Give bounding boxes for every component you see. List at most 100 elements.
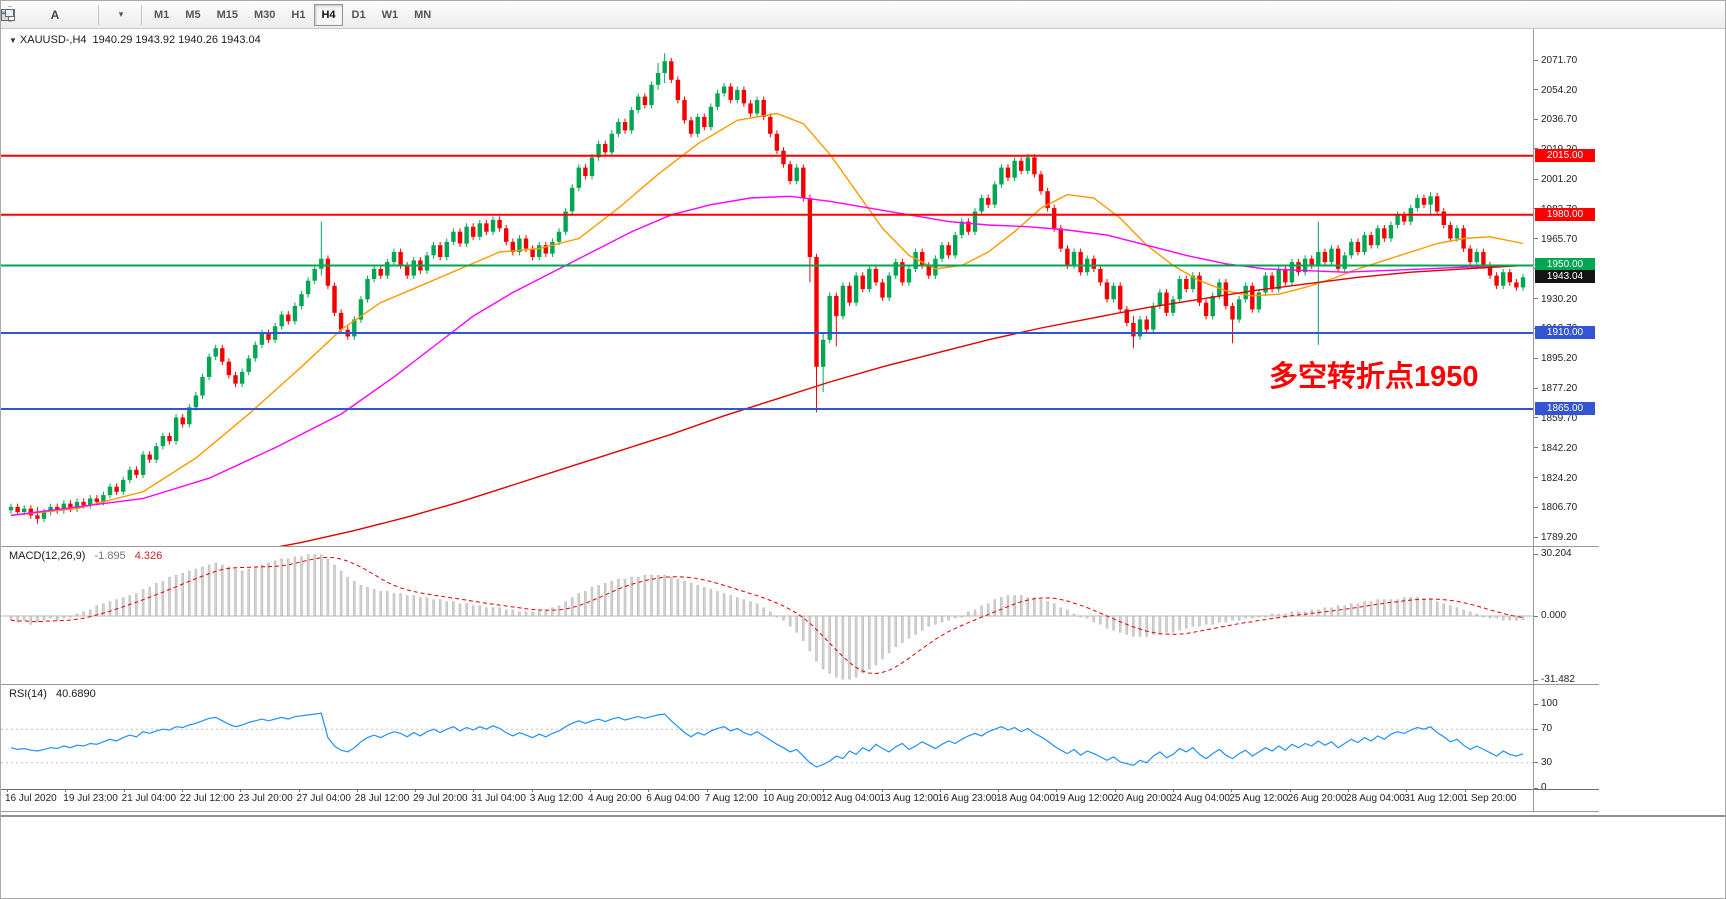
candle-body [431, 245, 436, 256]
candle-body [906, 268, 912, 283]
candle-body [629, 110, 634, 131]
macd-histogram-bar [788, 615, 792, 627]
timeframe-button-MN[interactable]: MN [414, 8, 432, 21]
candle-body [1481, 252, 1486, 266]
candle-body [1507, 272, 1512, 283]
candle-body [61, 503, 66, 511]
macd-histogram-bar [267, 562, 270, 617]
macd-histogram-bar [504, 609, 508, 617]
timeframe-button-W1[interactable]: W1 [381, 8, 399, 21]
macd-histogram-bar [934, 615, 937, 625]
macd-panel-separator[interactable] [1, 546, 1599, 547]
candle-body [1487, 265, 1493, 276]
candle-body [946, 245, 951, 256]
candle-body [563, 211, 568, 232]
candle-body [900, 262, 905, 283]
candle-body [107, 486, 113, 496]
timeframe-button-M30[interactable]: M30 [253, 8, 276, 21]
macd-histogram-bar [907, 615, 911, 639]
candle-body [886, 275, 892, 298]
macd-histogram-bar [1052, 603, 1056, 617]
rsi-panel-separator[interactable] [1, 684, 1599, 685]
macd-histogram-bar [980, 605, 983, 617]
candle-body [206, 356, 212, 377]
macd-histogram-bar [1396, 599, 1399, 617]
macd-histogram-bar [1211, 615, 1214, 625]
macd-histogram-bar [412, 595, 416, 617]
timeframe-button-H4[interactable]: H4 [314, 3, 343, 26]
time-axis-label: 27 Jul 04:00 [296, 793, 352, 804]
price-axis-label: 1789.20 [1541, 532, 1578, 543]
macd-histogram-bar [570, 597, 574, 617]
macd-histogram-bar [240, 570, 244, 617]
macd-histogram-bar [815, 615, 818, 662]
price-chart-canvas[interactable] [1, 29, 1533, 546]
timeframe-button-M15[interactable]: M15 [216, 8, 238, 21]
macd-histogram-bar [1343, 605, 1346, 617]
price-axis-label: 2019.20 [1541, 143, 1578, 155]
candle-body [754, 100, 760, 114]
price-axis-label: 1824.20 [1541, 472, 1578, 484]
timeframe-toolbar: M1 M5 M15 M30 H1 H4 D1 W1 MN [146, 3, 439, 26]
symbol-collapse-icon[interactable]: ▼ [9, 36, 17, 45]
macd-histogram-bar [1178, 615, 1181, 631]
macd-histogram-bar [630, 576, 633, 617]
candle-body [537, 245, 542, 257]
macd-histogram-bar [755, 603, 759, 617]
macd-histogram-bar [1264, 615, 1267, 618]
candle-body [1118, 285, 1123, 310]
candle-body [702, 116, 707, 127]
macd-histogram-bar [379, 591, 382, 617]
macd-histogram-bar [1224, 615, 1228, 623]
macd-histogram-bar [782, 615, 785, 621]
macd-histogram-bar [1521, 615, 1525, 621]
rsi-axis-label: 0 [1541, 782, 1547, 793]
timeframe-button-D1[interactable]: D1 [351, 8, 366, 21]
candle-body [1421, 198, 1427, 205]
macd-histogram-bar [524, 611, 528, 617]
candle-body [173, 417, 179, 442]
candle-body [497, 219, 502, 229]
candle-body [814, 257, 819, 367]
macd-histogram-bar [300, 556, 303, 617]
candle-body [1428, 196, 1433, 205]
chart-window-button[interactable] [1, 3, 93, 27]
macd-histogram-bar [498, 607, 501, 617]
chart-bottom-border [1, 811, 1599, 812]
macd-main-value: -1.895 [94, 550, 126, 562]
macd-histogram-bar [320, 554, 323, 617]
candle-body [1263, 275, 1268, 293]
time-axis-label: 23 Jul 20:00 [238, 793, 293, 804]
timeframe-button-M5[interactable]: M5 [185, 8, 201, 21]
current-price-badge: 1943.04 [1535, 270, 1595, 284]
candle-body [807, 198, 813, 258]
candle-body [338, 312, 344, 330]
macd-histogram-bar [636, 576, 640, 617]
macd-histogram-bar [214, 562, 217, 617]
candle-body [81, 501, 86, 506]
macd-histogram-bar [1356, 603, 1360, 617]
rsi-line [10, 712, 1524, 768]
macd-histogram-bar [1277, 613, 1280, 617]
rsi-axis-label: 100 [1541, 698, 1558, 709]
macd-panel-canvas[interactable] [1, 547, 1533, 684]
macd-histogram-bar [703, 587, 706, 617]
candle-body [1052, 208, 1057, 229]
candle-body [55, 506, 60, 511]
rsi-panel-canvas[interactable] [1, 685, 1533, 788]
horizontal-scrollbar[interactable] [1, 815, 1725, 817]
indicators-button[interactable]: ▾ [1, 3, 136, 27]
candle-body [286, 314, 291, 322]
tick-chart-icon[interactable] [1, 3, 41, 27]
candle-body [1038, 174, 1044, 192]
macd-histogram-bar [1244, 615, 1247, 619]
candle-body [1335, 248, 1341, 269]
candle-body [1032, 157, 1037, 175]
macd-histogram-bar [188, 570, 191, 617]
candle-body [695, 116, 700, 134]
candle-body [675, 79, 681, 101]
timeframe-button-M1[interactable]: M1 [154, 8, 170, 21]
text-tool-button[interactable]: A [43, 3, 67, 27]
chart-text-annotation[interactable]: 多空转折点1950 [1269, 361, 1479, 393]
timeframe-button-H1[interactable]: H1 [291, 8, 306, 21]
